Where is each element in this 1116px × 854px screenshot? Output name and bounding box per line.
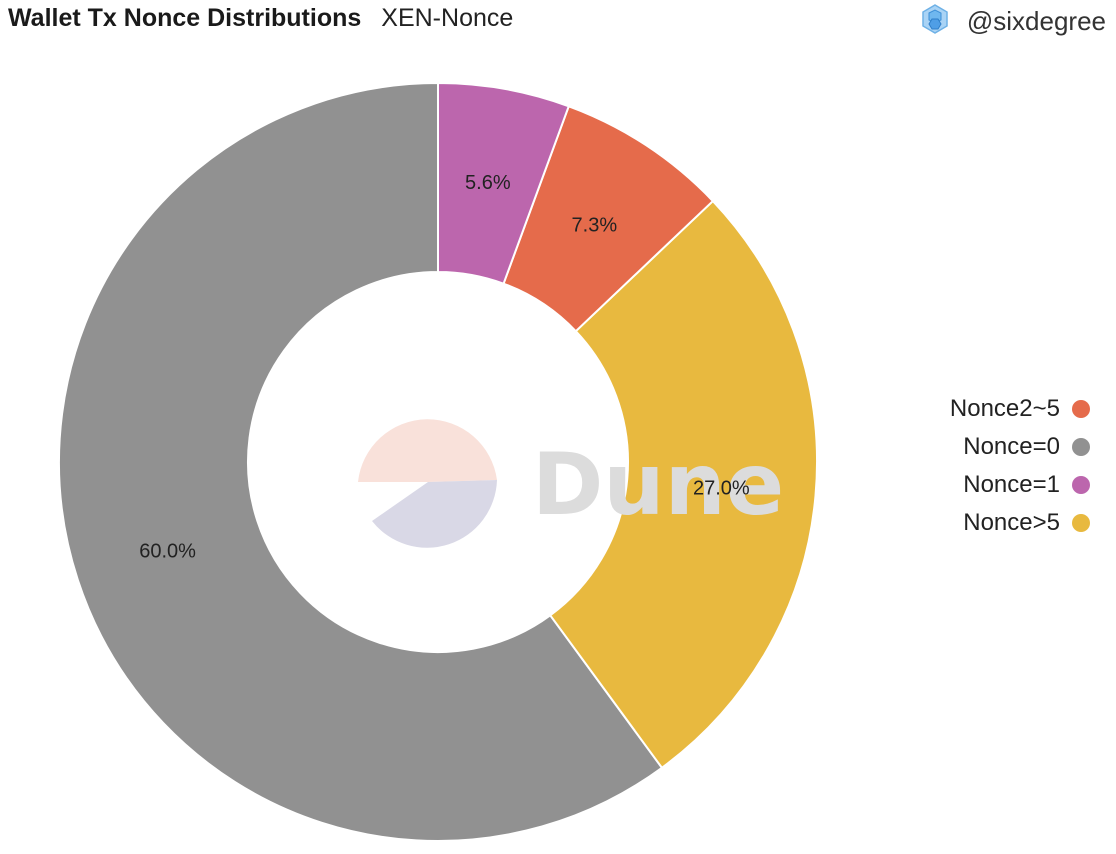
author-name: @sixdegree <box>966 5 1106 36</box>
chart-legend: Nonce2~5 Nonce=0 Nonce=1 Nonce>5 <box>900 390 1090 542</box>
legend-swatch <box>1072 476 1090 494</box>
legend-label: Nonce>5 <box>963 509 1060 536</box>
chart-header: Wallet Tx Nonce Distributions XEN-Nonce <box>8 4 513 38</box>
legend-item[interactable]: Nonce=0 <box>900 428 1090 466</box>
slice-nonce-5[interactable] <box>548 199 818 770</box>
slice-nonce-1[interactable] <box>437 81 571 285</box>
legend-item[interactable]: Nonce>5 <box>900 504 1090 542</box>
slice-nonce-0[interactable] <box>58 81 664 842</box>
dune-watermark: Dune <box>358 419 784 548</box>
legend-swatch <box>1072 438 1090 456</box>
slice-value-label: 7.3% <box>572 214 618 236</box>
legend-label: Nonce2~5 <box>949 395 1060 422</box>
author-badge[interactable]: @sixdegree <box>917 4 1106 38</box>
chart-title: Wallet Tx Nonce Distributions <box>8 4 362 32</box>
hexagon-cluster-icon <box>922 4 948 34</box>
legend-item[interactable]: Nonce2~5 <box>900 390 1090 428</box>
chart-subtitle: XEN-Nonce <box>381 4 514 32</box>
legend-swatch <box>1072 400 1090 418</box>
slice-value-label: 27.0% <box>693 477 750 499</box>
watermark-text: Dune <box>532 435 784 535</box>
watermark-logo-bottom <box>372 480 497 548</box>
slice-value-label: 5.6% <box>465 172 511 194</box>
slice-value-label: 60.0% <box>139 540 196 562</box>
legend-label: Nonce=0 <box>963 433 1060 460</box>
legend-label: Nonce=1 <box>963 471 1060 498</box>
legend-item[interactable]: Nonce=1 <box>900 466 1090 504</box>
legend-swatch <box>1072 514 1090 532</box>
watermark-logo-top <box>358 419 497 482</box>
